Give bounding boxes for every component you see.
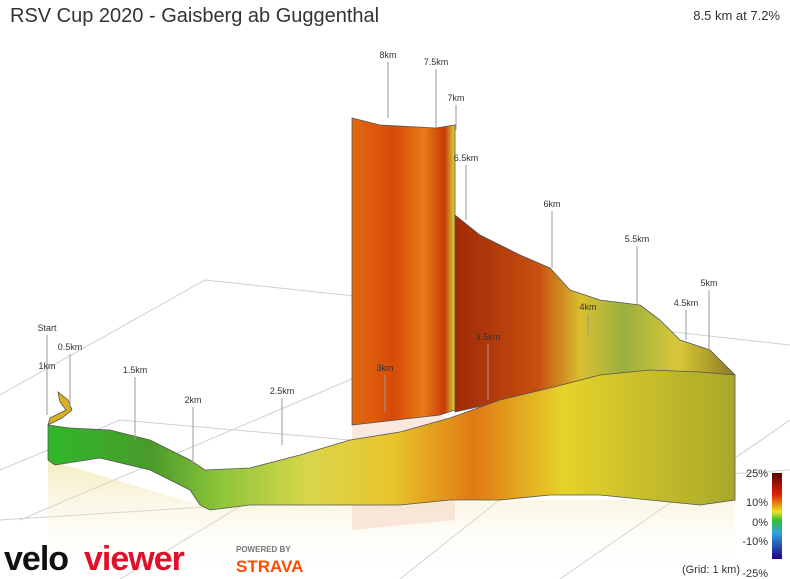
scale-label: -25% xyxy=(742,568,768,579)
logo-strava: STRAVA xyxy=(236,557,303,576)
marker-label: 5km xyxy=(700,278,717,288)
scale-label: 10% xyxy=(746,497,768,509)
marker-label: 0.5km xyxy=(58,342,83,352)
gradient-scale: 25% 10% 0% -10% -25% xyxy=(742,468,768,579)
scale-label: 25% xyxy=(746,468,768,480)
marker-label: 7.5km xyxy=(424,57,449,67)
summary: 8.5 km at 7.2% xyxy=(693,8,780,23)
marker-label: 3.5km xyxy=(476,332,501,342)
marker-label: 5.5km xyxy=(625,234,650,244)
marker-label: 6.5km xyxy=(454,153,479,163)
logo-powered: POWERED BY xyxy=(236,545,291,554)
marker-label: 1.5km xyxy=(123,365,148,375)
logo-velo: velo xyxy=(4,540,68,578)
logo: velo viewer POWERED BY STRAVA xyxy=(4,540,303,578)
logo-viewer: viewer xyxy=(84,540,185,578)
marker-label: 4km xyxy=(579,302,596,312)
marker-label: 2km xyxy=(184,395,201,405)
title: RSV Cup 2020 - Gaisberg ab Guggenthal xyxy=(10,5,379,27)
marker-label: 8km xyxy=(379,50,396,60)
marker-label: 4.5km xyxy=(674,298,699,308)
marker-label: 6km xyxy=(543,199,560,209)
marker-label: Start xyxy=(37,323,57,333)
marker-label: 3km xyxy=(376,363,393,373)
marker-label: 1km xyxy=(38,361,55,371)
scale-label: 0% xyxy=(752,517,768,529)
marker-label: 7km xyxy=(447,93,464,103)
climb-ribbon xyxy=(47,369,736,511)
scale-label: -10% xyxy=(742,536,768,548)
climb-start xyxy=(47,391,73,426)
climb-wall xyxy=(351,117,456,426)
grid-note: (Grid: 1 km) xyxy=(682,564,740,576)
marker-label: 2.5km xyxy=(270,386,295,396)
gradient-legend xyxy=(772,473,782,559)
